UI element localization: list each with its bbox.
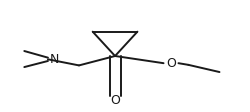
Text: O: O [166,57,176,70]
Text: N: N [50,53,59,66]
Text: O: O [110,94,120,107]
